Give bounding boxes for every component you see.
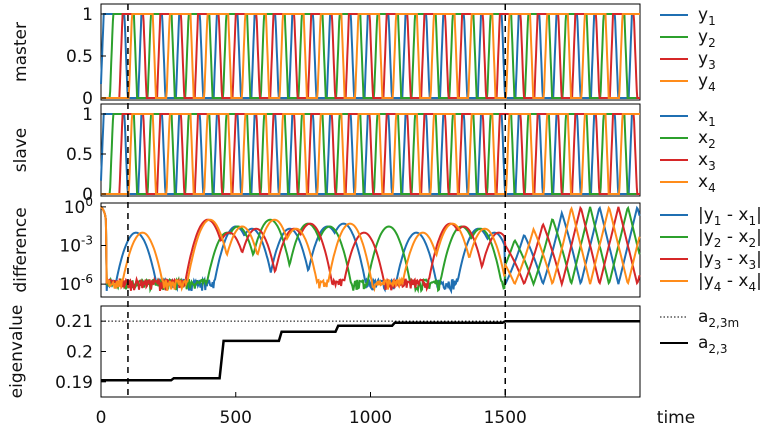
series-line-x3 — [101, 113, 640, 195]
panel-frame-3 — [100, 202, 641, 298]
difference-line-1 — [100, 205, 641, 295]
panel-frame-2 — [100, 103, 641, 197]
y-tick-label: 10-6 — [59, 272, 93, 295]
difference-line-3 — [100, 205, 641, 293]
eigenvalue-line — [101, 319, 640, 382]
y-tick-label: 0.5 — [66, 145, 93, 165]
series-line-y3 — [101, 13, 640, 99]
panel-frame-4 — [100, 305, 641, 398]
legend-label: x4 — [698, 172, 716, 195]
legend-label: |y1 - x1| — [698, 205, 762, 228]
legend-label: y2 — [698, 27, 716, 50]
legend-label: a2,3m — [698, 307, 739, 330]
legend-label: x3 — [698, 150, 716, 173]
y-tick-label: 0.21 — [55, 312, 93, 332]
y-tick-label: 0.2 — [66, 343, 93, 363]
dashed-time-markers — [127, 4, 506, 397]
legend-label: x2 — [698, 128, 716, 151]
legend-label: x1 — [698, 106, 716, 129]
y-tick-label: 10-3 — [59, 234, 93, 257]
legend-label: |y4 - x4| — [698, 271, 762, 294]
y-axis-label: difference — [11, 207, 31, 292]
series-line-x4 — [101, 113, 640, 195]
x-axis-label: time — [657, 408, 695, 428]
legend-label: y1 — [698, 5, 716, 28]
x-tick-label: 500 — [220, 408, 252, 428]
legend-label: a2,3 — [698, 333, 728, 356]
legend-label: |y3 - x3| — [698, 249, 762, 272]
y-tick-label: 1 — [82, 105, 93, 125]
panels — [100, 3, 641, 398]
difference-line-4 — [100, 205, 641, 293]
y-axis-label: eigenvalue — [7, 305, 27, 399]
y-axis-label: slave — [11, 128, 31, 173]
x-tick-label: 0 — [96, 408, 107, 428]
y-tick-label: 0 — [82, 89, 93, 109]
y-tick-label: 0.5 — [66, 47, 93, 67]
panel-frame-1 — [100, 3, 641, 101]
x-tick-label: 1000 — [349, 408, 392, 428]
y-axis-label: master — [11, 22, 31, 82]
y-tick-label: 100 — [64, 195, 93, 218]
y-tick-label: 0.19 — [55, 373, 93, 393]
series-line-y4 — [101, 13, 640, 99]
y-tick-label: 1 — [82, 5, 93, 25]
legend-label: y3 — [698, 49, 716, 72]
legend-label: y4 — [698, 71, 716, 94]
legend-label: |y2 - x2| — [698, 227, 762, 250]
x-tick-label: 1500 — [484, 408, 527, 428]
y-tick-label: 0 — [82, 185, 93, 205]
axis-labels: 0 0.5 1 master 0 0.5 1 slave 100 10-3 10-6 differen… — [7, 5, 695, 428]
